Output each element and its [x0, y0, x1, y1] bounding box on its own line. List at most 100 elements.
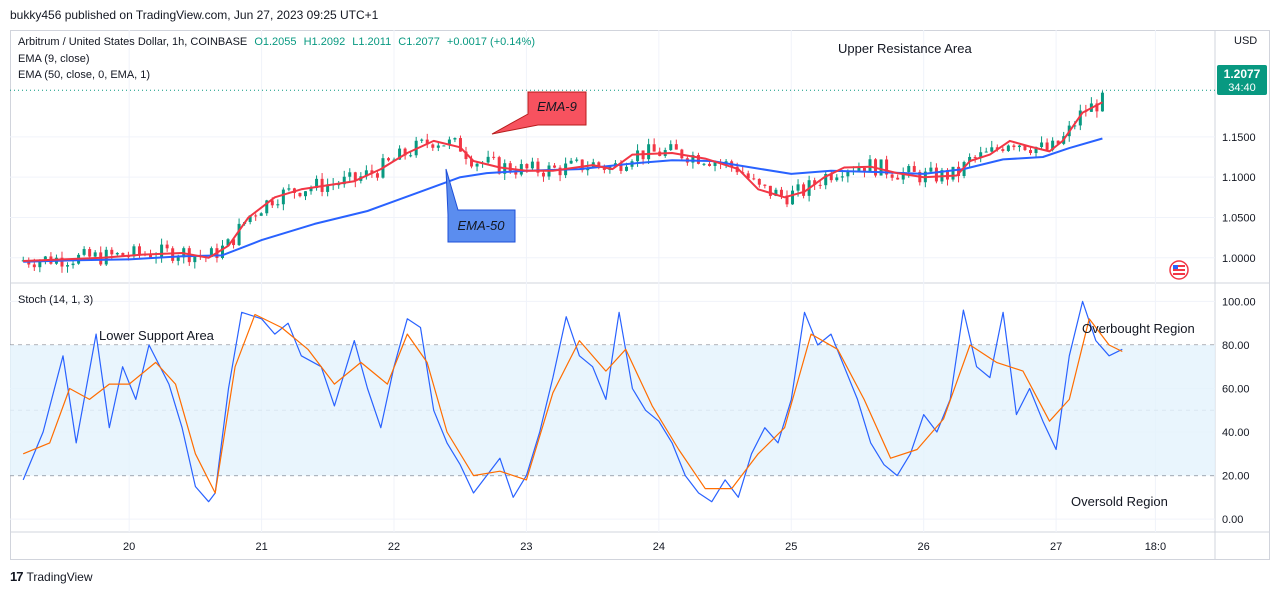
symbol-legend[interactable]: Arbitrum / United States Dollar, 1h, COI…	[18, 36, 539, 48]
stoch-title[interactable]: Stoch (14, 1, 3)	[18, 294, 94, 306]
ema50-callout-label: EMA-50	[458, 218, 506, 233]
candle-body	[575, 159, 579, 161]
candle-body	[508, 163, 512, 172]
candle-body	[93, 252, 97, 257]
candle-body	[995, 147, 999, 150]
bar-countdown: 34:40	[1228, 82, 1256, 94]
candle-body	[315, 178, 319, 188]
candle-body	[951, 166, 955, 180]
close-value: C1.2077	[398, 36, 440, 48]
overbought-label: Overbought Region	[1082, 321, 1195, 336]
candle-body	[458, 138, 462, 152]
ema9-callout-label: EMA-9	[537, 99, 577, 114]
candle-body	[763, 184, 767, 186]
candle-body	[348, 172, 352, 177]
candle-body	[929, 167, 933, 172]
candle-body	[857, 167, 861, 171]
price-tick-label: 1.1500	[1222, 132, 1256, 144]
candle-body	[973, 156, 977, 158]
candle-body	[82, 249, 86, 255]
x-tick-label: 26	[918, 541, 930, 553]
candle-body	[60, 257, 64, 267]
candle-body	[66, 265, 70, 267]
candle-body	[337, 184, 341, 186]
candle-body	[110, 249, 114, 255]
candle-body	[375, 173, 379, 178]
candle-body	[879, 159, 883, 176]
x-tick-label: 24	[653, 541, 665, 553]
ema9-legend[interactable]: EMA (9, close)	[18, 53, 94, 65]
last-price: 1.2077	[1224, 67, 1261, 81]
candle-body	[303, 191, 307, 197]
candle-body	[553, 165, 557, 168]
candle-body	[1017, 145, 1021, 148]
candle-body	[1078, 110, 1082, 126]
candle-body	[326, 184, 330, 192]
candle-body	[431, 144, 435, 148]
candle-body	[713, 162, 717, 166]
candle-body	[403, 148, 407, 156]
x-tick-label: 23	[520, 541, 532, 553]
stoch-tick-label: 80.00	[1222, 340, 1250, 352]
candle-body	[597, 162, 601, 167]
candle-body	[342, 176, 346, 185]
stoch-tick-label: 40.00	[1222, 427, 1250, 439]
candle-body	[907, 166, 911, 173]
candle-body	[1028, 150, 1032, 154]
publisher-line: bukky456 published on TradingView.com, J…	[10, 8, 379, 22]
candle-body	[193, 255, 197, 263]
candle-body	[829, 174, 833, 181]
candle-body	[1045, 142, 1049, 150]
low-value: L1.2011	[352, 36, 392, 48]
candle-body	[276, 204, 280, 206]
open-value: O1.2055	[254, 36, 297, 48]
candle-body	[636, 150, 640, 162]
candle-body	[558, 167, 562, 176]
ema9-line	[23, 101, 1103, 262]
footer-brand-text: TradingView	[26, 569, 93, 584]
candle-body	[115, 253, 119, 255]
candle-body	[470, 159, 474, 167]
chart-canvas[interactable]: 20 21 22 23 24 25 26 27 18:0 1.0000 1.0500 1.1000 1.…	[10, 30, 1270, 560]
candle-body	[624, 166, 628, 171]
footer-brand[interactable]: 17 TradingView	[10, 569, 93, 584]
candle-body	[176, 257, 180, 261]
candle-body	[896, 177, 900, 180]
candle-body	[768, 185, 772, 196]
candle-body	[619, 163, 623, 171]
stoch-k-line	[22, 300, 1123, 503]
candle-body	[409, 155, 413, 157]
ema50-legend[interactable]: EMA (50, close, 0, EMA, 1)	[18, 69, 154, 81]
candle-body	[1001, 149, 1005, 151]
candle-body	[708, 163, 712, 166]
candle-body	[370, 170, 374, 174]
candle-body	[149, 254, 153, 259]
candle-body	[171, 248, 175, 261]
stoch-tick-label: 0.00	[1222, 514, 1243, 526]
candle-body	[1034, 147, 1038, 154]
price-tick-label: 1.0500	[1222, 212, 1256, 224]
candle-body	[968, 156, 972, 163]
candle-body	[901, 172, 905, 180]
tradingview-logo-icon: 17	[10, 569, 24, 584]
candle-body	[453, 138, 457, 140]
candle-body	[88, 249, 92, 257]
candle-body	[160, 244, 164, 258]
candle-body	[536, 161, 540, 173]
candle-body	[541, 172, 545, 177]
candle-body	[979, 152, 983, 158]
candle-body	[71, 263, 75, 266]
chart-frame[interactable]: 20 21 22 23 24 25 26 27 18:0 1.0000 1.0500 1.1000 1.…	[10, 30, 1270, 560]
candle-body	[569, 160, 573, 164]
us-flag-icon[interactable]	[1169, 260, 1189, 280]
candle-body	[398, 148, 402, 160]
candle-body	[1051, 140, 1055, 150]
candle-body	[270, 200, 274, 206]
candle-body	[1006, 145, 1010, 151]
x-tick-label: 27	[1050, 541, 1062, 553]
candle-body	[425, 139, 429, 145]
candle-body	[862, 167, 866, 173]
candle-body	[32, 264, 36, 268]
candle-body	[464, 151, 468, 160]
candle-body	[442, 145, 446, 147]
